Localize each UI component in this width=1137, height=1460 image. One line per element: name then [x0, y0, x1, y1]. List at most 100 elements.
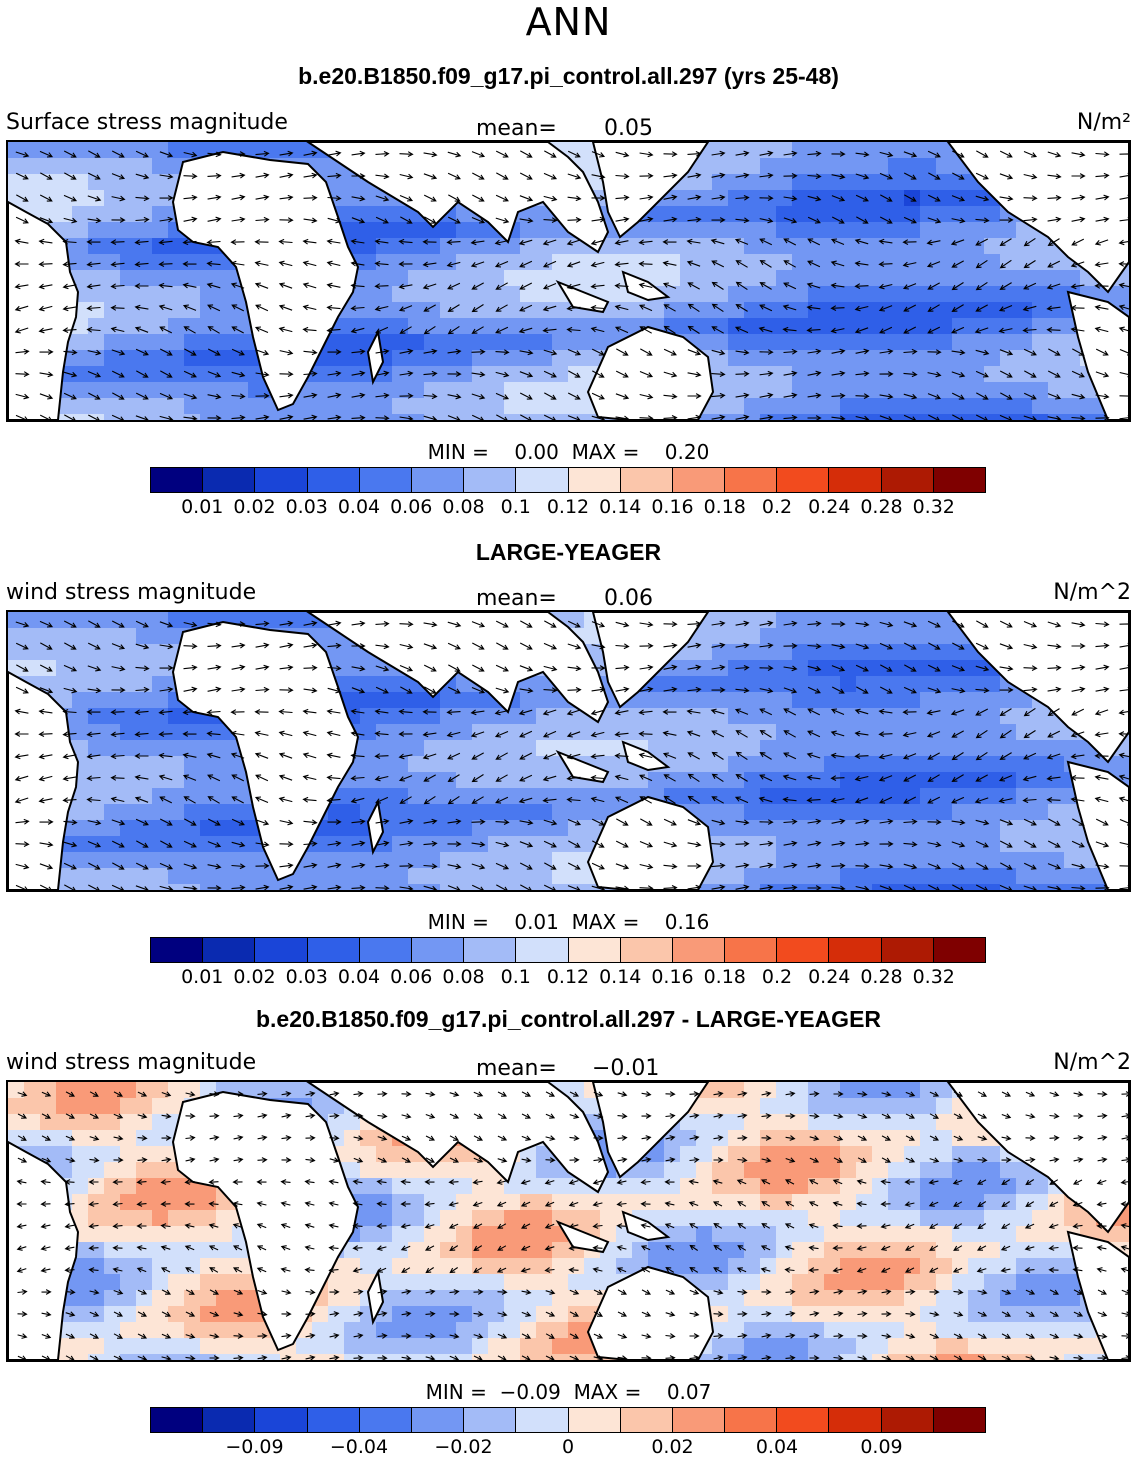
panel-1-max-value: 0.20: [664, 440, 710, 464]
colorbar-tick-label: 0.24: [808, 966, 851, 988]
panel-3-min-value: −0.09: [499, 1380, 561, 1404]
panel-1-max-label: MAX =: [571, 440, 640, 464]
colorbar-swatch: [725, 1408, 778, 1432]
panel-1-colorbar: [150, 467, 986, 493]
colorbar-tick-label: 0.28: [860, 496, 903, 518]
colorbar-swatch: [777, 938, 830, 962]
panel-2-max-value: 0.16: [664, 910, 710, 934]
figure-title: ANN: [525, 0, 612, 44]
colorbar-swatch: [307, 1408, 360, 1432]
colorbar-tick-label: 0.03: [285, 496, 328, 518]
panel-1-map-plot: [8, 142, 1129, 420]
colorbar-tick-label: 0.08: [442, 496, 485, 518]
panel-2-minmax: MIN = 0.01 MAX = 0.16: [0, 910, 1137, 934]
colorbar-swatch: [568, 1408, 621, 1432]
panel-1-colorbar-ticks: 0.01 0.02 0.03 0.04 0.06 0.08 0.1 0.12 0.14 0.16 0…: [150, 496, 986, 520]
panel-1-units: N/m²: [1076, 110, 1131, 135]
continents: [8, 1082, 1129, 1360]
wind-vectors: [14, 620, 1129, 890]
colorbar-swatch: [829, 938, 882, 962]
colorbar-tick-label: 0.04: [337, 966, 381, 988]
colorbar-tick-label: 0.14: [599, 496, 642, 518]
panel-1-minmax: MIN = 0.00 MAX = 0.20: [0, 440, 1137, 464]
panel-3-max-label: MAX =: [573, 1380, 642, 1404]
colorbar-swatch: [307, 468, 360, 492]
colorbar-tick-label: 0.2: [761, 966, 793, 988]
colorbar-swatch: [881, 938, 934, 962]
panel-2-title: LARGE-YEAGER: [475, 539, 662, 565]
colorbar-swatch: [881, 468, 934, 492]
panel-1-title: b.e20.B1850.f09_g17.pi_control.all.297 (…: [298, 63, 839, 89]
colorbar-swatch: [672, 1408, 726, 1432]
panel-2-mean-value: 0.06: [604, 586, 653, 611]
continents: [8, 142, 1129, 420]
panel-1-min-value: 0.00: [514, 440, 559, 464]
colorbar-swatch: [672, 468, 726, 492]
colorbar-tick-label: 0.03: [285, 966, 328, 988]
panel-2-colorbar: [150, 937, 986, 963]
colorbar-tick-label: 0.04: [337, 496, 381, 518]
colorbar-swatch: [881, 1408, 934, 1432]
panel-3-variable-label: wind stress magnitude: [6, 1050, 257, 1075]
colorbar-swatch: [307, 938, 360, 962]
wind-vectors: [14, 150, 1129, 420]
colorbar-swatch: [829, 468, 882, 492]
colorbar-swatch: [411, 938, 465, 962]
panel-3-colorbar-ticks: −0.09 −0.04 −0.02 0 0.02 0.04 0.09: [150, 1436, 986, 1460]
colorbar-tick-label: 0.02: [651, 1436, 694, 1458]
panel-3-map: [6, 1080, 1131, 1362]
panel-3-max-value: 0.07: [666, 1380, 712, 1404]
colorbar-swatch: [411, 1408, 465, 1432]
colorbar-swatch: [516, 468, 569, 492]
colorbar-swatch: [568, 468, 621, 492]
colorbar-swatch: [255, 468, 308, 492]
panel-3-units: N/m^2: [1053, 1050, 1131, 1075]
colorbar-tick-label: 0.14: [599, 966, 642, 988]
colorbar-swatch: [620, 1408, 673, 1432]
colorbar-swatch: [933, 938, 985, 962]
colorbar-swatch: [933, 1408, 985, 1432]
panel-2-map: [6, 610, 1131, 892]
panel-1-variable-label: Surface stress magnitude: [6, 110, 288, 135]
panel-1-mean-value: 0.05: [604, 116, 653, 141]
panel-2-min-label: MIN =: [427, 910, 489, 934]
colorbar-swatch: [829, 1408, 882, 1432]
colorbar-swatch: [933, 468, 985, 492]
colorbar-tick-label: 0.24: [808, 496, 851, 518]
panel-1-min-label: MIN =: [427, 440, 489, 464]
colorbar-swatch: [516, 938, 569, 962]
colorbar-swatch: [203, 468, 256, 492]
colorbar-tick-label: 0.12: [546, 966, 590, 988]
panel-1-mean-label: mean=: [476, 116, 557, 141]
colorbar-tick-label: −0.09: [225, 1436, 284, 1458]
colorbar-swatch: [777, 1408, 830, 1432]
colorbar-tick-label: 0.08: [442, 966, 485, 988]
colorbar-tick-label: −0.02: [434, 1436, 493, 1458]
colorbar-tick-label: 0.1: [500, 496, 531, 518]
colorbar-tick-label: 0.02: [233, 496, 276, 518]
colorbar-swatch: [620, 468, 673, 492]
colorbar-swatch: [620, 938, 673, 962]
colorbar-tick-label: 0.18: [703, 496, 746, 518]
colorbar-tick-label: 0.32: [912, 496, 955, 518]
panel-2-max-label: MAX =: [571, 910, 640, 934]
colorbar-swatch: [151, 938, 204, 962]
colorbar-tick-label: 0.04: [755, 1436, 799, 1458]
colorbar-tick-label: 0.02: [233, 966, 276, 988]
colorbar-tick-label: 0.16: [651, 966, 694, 988]
colorbar-swatch: [672, 938, 726, 962]
panel-2-mean-label: mean=: [476, 586, 557, 611]
colorbar-swatch: [151, 1408, 204, 1432]
colorbar-swatch: [359, 1408, 412, 1432]
colorbar-swatch: [725, 938, 778, 962]
panel-3-mean-label: mean=: [476, 1056, 557, 1081]
panel-2-min-value: 0.01: [514, 910, 559, 934]
colorbar-swatch: [255, 938, 308, 962]
colorbar-tick-label: 0.06: [390, 966, 433, 988]
colorbar-swatch: [411, 468, 465, 492]
colorbar-tick-label: 0: [561, 1436, 575, 1458]
panel-3-map-plot: [8, 1082, 1129, 1360]
colorbar-tick-label: 0.32: [912, 966, 955, 988]
colorbar-swatch: [516, 1408, 569, 1432]
colorbar-swatch: [464, 1408, 517, 1432]
